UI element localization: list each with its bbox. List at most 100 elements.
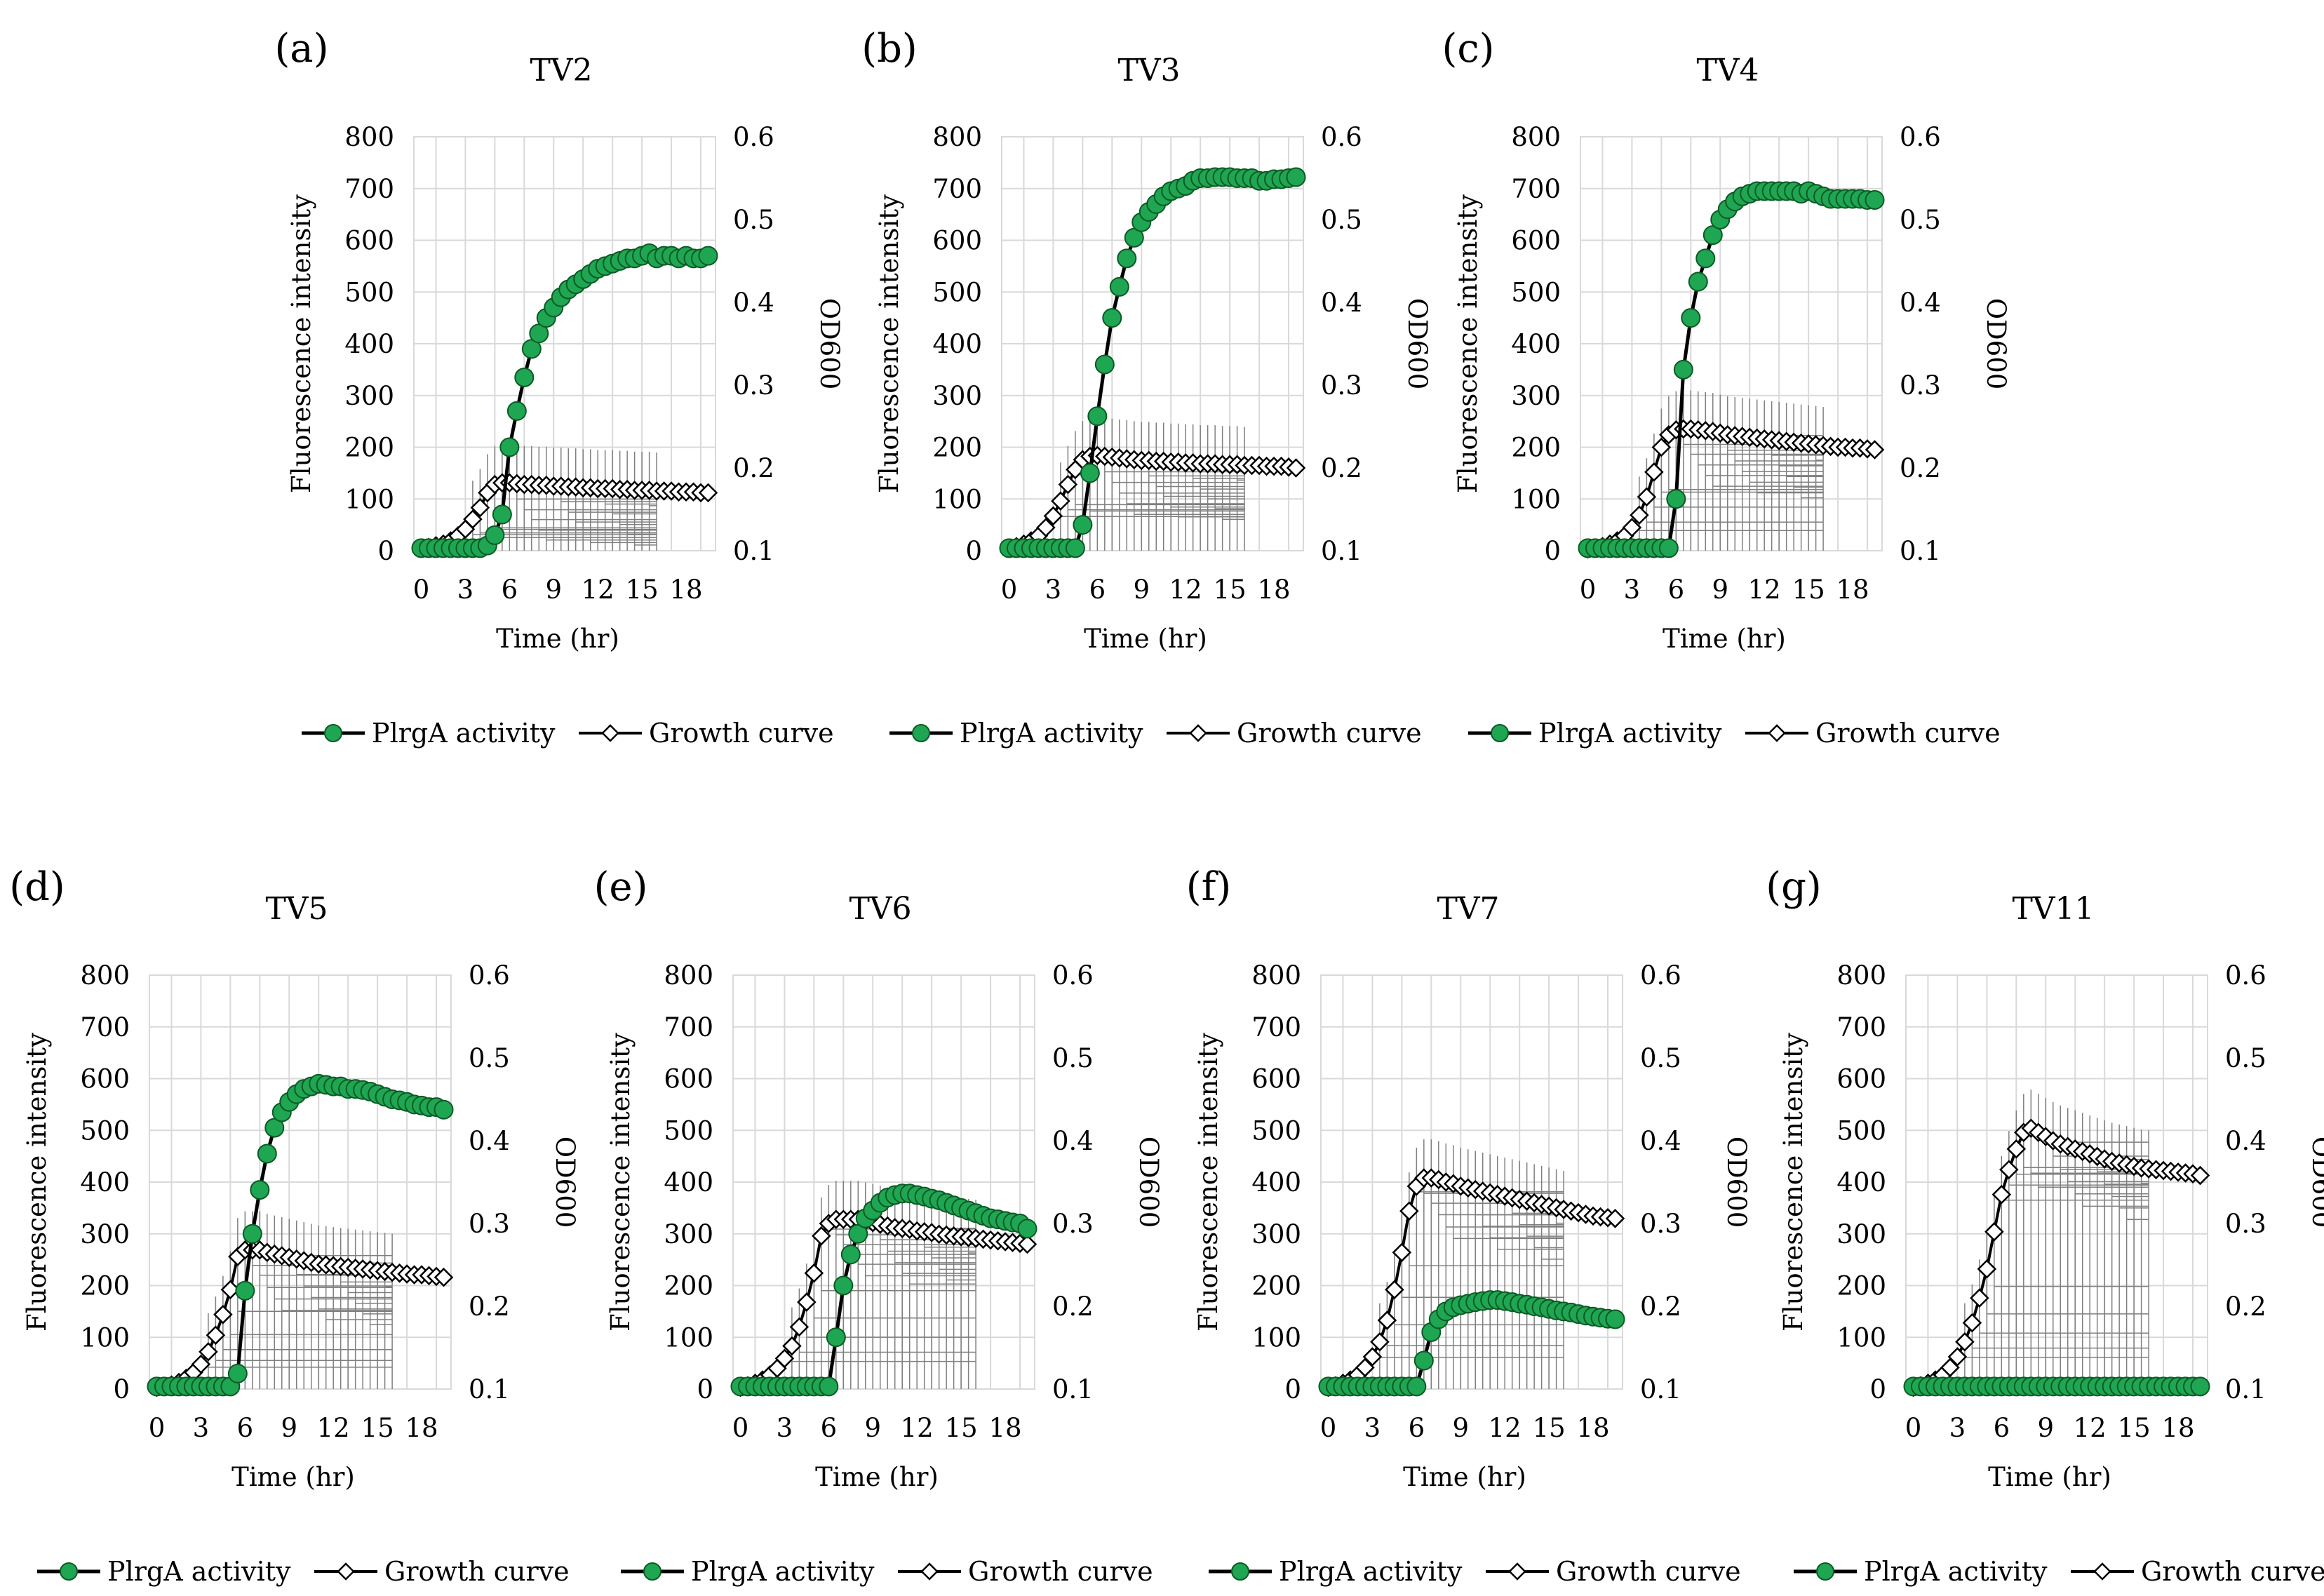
y-right-tick-label: 0.4	[733, 288, 774, 318]
legend-activity-label: PlrgA activity	[107, 1556, 291, 1587]
y-right-tick-label: 0.5	[733, 205, 774, 235]
y-right-tick-label: 0.1	[1321, 536, 1362, 566]
y-right-tick-label: 0.6	[1900, 122, 1941, 152]
y-right-tick-label: 0.6	[469, 960, 510, 991]
x-tick-label: 12	[1169, 575, 1202, 605]
y-left-tick-label: 600	[344, 226, 394, 256]
y-right-tick-label: 0.3	[1052, 1209, 1094, 1239]
x-tick-label: 9	[1133, 575, 1150, 605]
y-left-tick-label: 800	[344, 122, 394, 152]
y-left-tick-label: 100	[1836, 1322, 1886, 1353]
y-left-tick-label: 200	[664, 1271, 713, 1301]
x-tick-label: 6	[1409, 1413, 1425, 1443]
panel-letter: (f)	[1186, 864, 1231, 910]
y-left-axis-title: Fluorescence intensity	[1778, 1033, 1808, 1332]
plot-frame	[1001, 136, 1304, 551]
y-right-tick-label: 0.3	[2225, 1209, 2266, 1239]
legend-growth-marker	[1768, 724, 1786, 742]
growth-curve-point	[206, 1325, 226, 1346]
x-tick-label: 12	[2074, 1413, 2107, 1443]
y-left-tick-label: 0	[1869, 1374, 1886, 1404]
y-right-tick-label: 0.4	[469, 1126, 510, 1156]
x-axis-title: Time (hr)	[1403, 1462, 1526, 1492]
growth-curve-point	[1036, 518, 1056, 537]
growth-curve-point	[1947, 1347, 1968, 1367]
y-right-tick-label: 0.4	[1052, 1126, 1094, 1156]
activity-point	[506, 401, 527, 421]
legend-growth-marker	[1508, 1562, 1526, 1581]
x-tick-label: 3	[1624, 575, 1641, 605]
legend-activity-label: PlrgA activity	[372, 718, 556, 749]
activity-point	[1073, 515, 1093, 535]
y-left-axis-title: Fluorescence intensity	[1453, 194, 1483, 493]
growth-curve-point	[1355, 1357, 1375, 1378]
x-tick-label: 0	[149, 1413, 166, 1443]
x-tick-label: 18	[989, 1413, 1022, 1443]
y-left-tick-label: 100	[1511, 484, 1561, 514]
legend-activity-marker	[912, 724, 930, 742]
y-right-tick-label: 0.3	[1640, 1209, 1681, 1239]
y-left-tick-label: 500	[344, 277, 394, 307]
y-right-tick-label: 0.3	[1900, 370, 1941, 401]
activity-point	[698, 246, 718, 266]
y-left-tick-label: 0	[965, 536, 982, 566]
y-left-axis-title: Fluorescence intensity	[22, 1033, 52, 1332]
y-left-tick-label: 500	[1836, 1115, 1886, 1146]
growth-curve-point	[463, 509, 483, 529]
y-left-tick-label: 500	[664, 1115, 713, 1146]
activity-point	[1605, 1309, 1625, 1329]
activity-point	[1688, 271, 1708, 292]
panel-letter: (c)	[1442, 26, 1494, 72]
panel-letter: (b)	[861, 26, 918, 72]
legend-activity-marker	[643, 1562, 661, 1581]
x-tick-label: 18	[405, 1413, 438, 1443]
activity-point	[1666, 489, 1686, 509]
y-right-tick-label: 0.4	[2225, 1126, 2266, 1156]
x-tick-label: 3	[1949, 1413, 1966, 1443]
y-left-tick-label: 600	[1251, 1064, 1301, 1094]
y-right-tick-label: 0.1	[1900, 536, 1941, 566]
y-left-tick-label: 300	[344, 381, 394, 411]
activity-point	[1117, 248, 1137, 269]
y-left-tick-label: 200	[344, 433, 394, 463]
growth-curve-point	[470, 497, 490, 518]
activity-point	[1286, 167, 1306, 187]
y-left-tick-label: 100	[664, 1322, 713, 1353]
y-left-axis-title: Fluorescence intensity	[286, 194, 316, 493]
y-left-tick-label: 800	[1836, 960, 1886, 991]
legend-growth-label: Growth curve	[1237, 718, 1422, 749]
legend-growth-label: Growth curve	[649, 718, 834, 749]
activity-point	[250, 1180, 270, 1200]
growth-curve-point	[1637, 487, 1657, 507]
y-left-tick-label: 600	[1511, 226, 1561, 256]
y-left-tick-label: 700	[1836, 1012, 1886, 1042]
x-tick-label: 9	[864, 1413, 881, 1443]
panel-title: TV5	[265, 891, 328, 927]
y-right-tick-label: 0.5	[1640, 1043, 1681, 1073]
y-left-axis-title: Fluorescence intensity	[874, 194, 904, 493]
growth-curve-point	[213, 1305, 233, 1325]
activity-line	[1009, 175, 1296, 550]
panel-tv11: (g) TV11 0 100 200 300 400 500 600 700 800 0.1 0.2 0.…	[1766, 864, 2324, 1587]
y-left-tick-label: 500	[1511, 277, 1561, 307]
growth-curve-point	[1977, 1259, 1997, 1279]
activity-point	[492, 504, 512, 525]
y-right-tick-label: 0.2	[1052, 1292, 1094, 1322]
x-tick-label: 12	[1489, 1413, 1522, 1443]
activity-point	[485, 525, 505, 545]
y-right-tick-label: 0.3	[469, 1209, 510, 1239]
plot-frame	[1320, 974, 1623, 1390]
panel-letter: (g)	[1766, 864, 1822, 910]
x-tick-label: 3	[457, 575, 474, 605]
y-right-tick-label: 0.2	[2225, 1292, 2266, 1322]
y-right-tick-label: 0.6	[2225, 960, 2266, 991]
legend-activity-marker	[324, 724, 342, 742]
x-axis-title: Time (hr)	[1663, 624, 1786, 654]
legend-activity-label: PlrgA activity	[1279, 1556, 1463, 1587]
y-left-tick-label: 100	[344, 484, 394, 514]
y-left-tick-label: 400	[1251, 1167, 1301, 1198]
x-tick-label: 6	[1668, 575, 1685, 605]
growth-curve-point	[1399, 1201, 1419, 1221]
y-right-tick-label: 0.6	[1321, 122, 1362, 152]
y-left-tick-label: 300	[932, 381, 982, 411]
